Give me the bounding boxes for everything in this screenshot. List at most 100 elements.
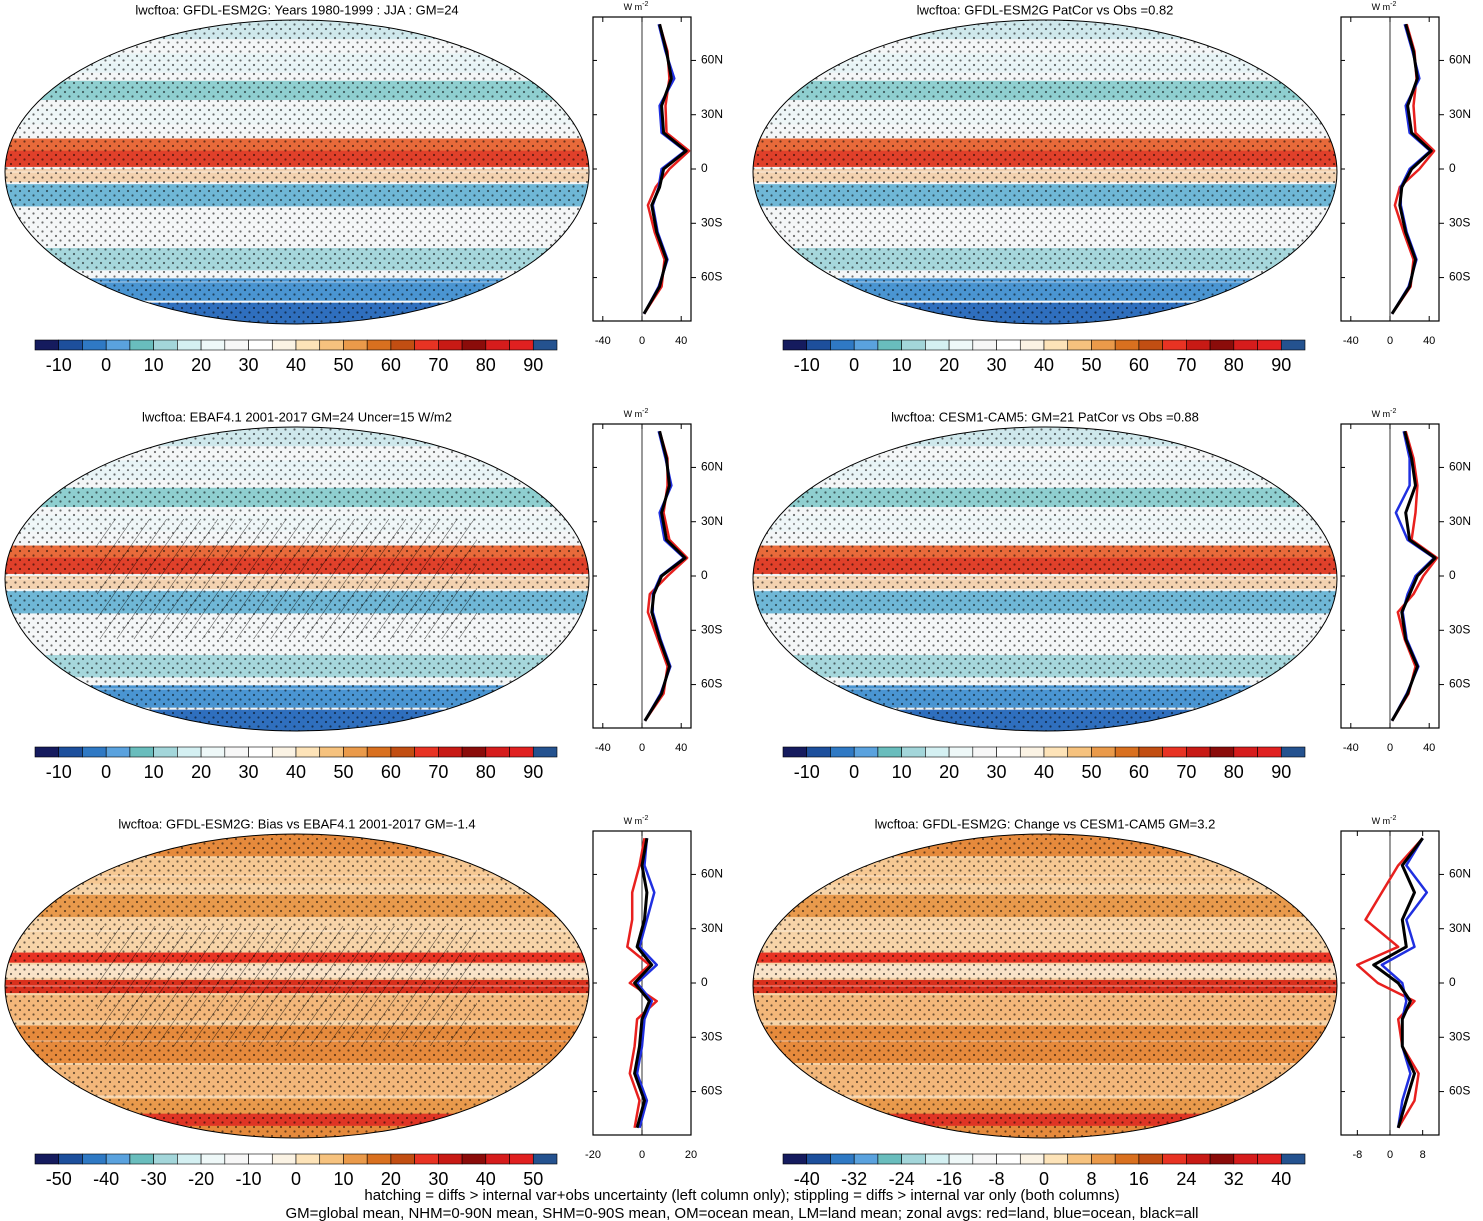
colorbar-box xyxy=(34,339,60,351)
x-tick-label: 0 xyxy=(639,1149,645,1161)
map-border xyxy=(752,19,1338,325)
colorbar-label: 40 xyxy=(286,762,306,782)
colorbar-label: 90 xyxy=(523,762,543,782)
colorbar-box xyxy=(343,339,368,351)
map xyxy=(5,834,589,1138)
colorbar-label: -10 xyxy=(236,1169,262,1189)
colorbar-label: -40 xyxy=(93,1169,119,1189)
colorbar-box xyxy=(1186,746,1211,758)
y-tick-label: 60S xyxy=(1449,1084,1470,1098)
colorbar-box xyxy=(366,746,392,758)
colorbar-box xyxy=(343,746,368,758)
y-tick-label: 60N xyxy=(1449,867,1471,881)
colorbar-label: 70 xyxy=(428,355,448,375)
colorbar-label: 0 xyxy=(849,762,859,782)
colorbar-box xyxy=(485,339,510,351)
colorbar-box xyxy=(509,1153,534,1165)
colorbar-label: -50 xyxy=(46,1169,72,1189)
colorbar-box xyxy=(414,1153,439,1165)
colorbar-label: -10 xyxy=(46,355,72,375)
zonal-line xyxy=(633,837,654,1129)
colorbar-box xyxy=(1043,1153,1069,1165)
colorbar-box xyxy=(1186,339,1211,351)
colorbar-box xyxy=(224,746,249,758)
colorbar-label: 60 xyxy=(1129,762,1149,782)
unit-exponent: -2 xyxy=(1390,1,1396,8)
colorbar-label: 30 xyxy=(239,762,259,782)
colorbar-box xyxy=(295,746,321,758)
colorbar-box xyxy=(1257,746,1282,758)
colorbar-box xyxy=(153,746,178,758)
colorbar-box xyxy=(34,746,60,758)
colorbar-box xyxy=(1114,1153,1140,1165)
colorbar-box xyxy=(438,746,463,758)
colorbar-box xyxy=(1067,746,1092,758)
colorbar-box xyxy=(1233,1153,1258,1165)
colorbar-box xyxy=(806,1153,831,1165)
zonal-line xyxy=(1390,23,1433,315)
colorbar-box xyxy=(948,1153,974,1165)
colorbar-box xyxy=(996,746,1021,758)
colorbar-box xyxy=(295,1153,321,1165)
colorbar-box xyxy=(414,339,439,351)
y-tick-label: 0 xyxy=(1449,568,1456,582)
x-tick-label: 0 xyxy=(1387,1149,1393,1161)
colorbar-label: -8 xyxy=(989,1169,1005,1189)
colorbar-box xyxy=(996,339,1021,351)
colorbar-box xyxy=(1019,746,1045,758)
y-tick-label: 60N xyxy=(701,53,723,67)
colorbar-box xyxy=(806,339,831,351)
colorbar-box xyxy=(271,746,297,758)
colorbar-box xyxy=(82,1153,107,1165)
colorbar-label: 20 xyxy=(939,355,959,375)
colorbar-box xyxy=(200,746,226,758)
panel-title: lwcftoa: GFDL-ESM2G: Years 1980-1999 : J… xyxy=(135,2,458,17)
colorbar-label: 80 xyxy=(1224,355,1244,375)
colorbar-label: 10 xyxy=(144,355,164,375)
colorbar-label: 40 xyxy=(1034,762,1054,782)
y-tick-label: 30S xyxy=(1449,622,1470,636)
unit-exponent: -2 xyxy=(1390,408,1396,415)
colorbar-box xyxy=(177,746,202,758)
colorbar-box xyxy=(1043,746,1069,758)
colorbar-box xyxy=(319,1153,344,1165)
colorbar-label: 24 xyxy=(1176,1169,1196,1189)
colorbar-box xyxy=(1091,339,1116,351)
colorbar-box xyxy=(901,746,926,758)
colorbar-box xyxy=(248,1153,273,1165)
colorbar-box xyxy=(1257,1153,1282,1165)
colorbar-box xyxy=(153,1153,178,1165)
colorbar-box xyxy=(1280,746,1306,758)
colorbar-label: -10 xyxy=(794,355,820,375)
colorbar-box xyxy=(461,339,487,351)
colorbar-box xyxy=(1280,339,1306,351)
colorbar-label: 16 xyxy=(1129,1169,1149,1189)
colorbar-label: -10 xyxy=(794,762,820,782)
unit-label: W m-2 xyxy=(1372,815,1397,827)
zonal-line xyxy=(626,837,658,1129)
colorbar-box xyxy=(782,746,808,758)
zonal-line xyxy=(1356,837,1424,1129)
colorbar-box xyxy=(830,746,855,758)
colorbar-box xyxy=(1067,1153,1092,1165)
y-tick-label: 60S xyxy=(701,270,722,284)
colorbar-box xyxy=(1162,1153,1187,1165)
colorbar-box xyxy=(925,746,950,758)
zonal-line xyxy=(642,23,691,315)
colorbar-box xyxy=(366,339,392,351)
colorbar-box xyxy=(901,339,926,351)
map-border xyxy=(4,426,590,732)
colorbar-box xyxy=(390,339,415,351)
y-tick-label: 30N xyxy=(701,107,723,121)
x-tick-label: -8 xyxy=(1352,1149,1362,1161)
colorbar-box xyxy=(34,1153,60,1165)
colorbar-box xyxy=(485,746,510,758)
x-tick-label: -40 xyxy=(595,335,611,347)
x-tick-label: 0 xyxy=(1387,742,1393,754)
colorbar-box xyxy=(177,339,202,351)
colorbar-box xyxy=(129,339,154,351)
colorbar-box xyxy=(1114,339,1140,351)
panel-title: lwcftoa: CESM1-CAM5: GM=21 PatCor vs Obs… xyxy=(891,409,1199,424)
colorbar-box xyxy=(1138,746,1163,758)
colorbar-label: 40 xyxy=(286,355,306,375)
